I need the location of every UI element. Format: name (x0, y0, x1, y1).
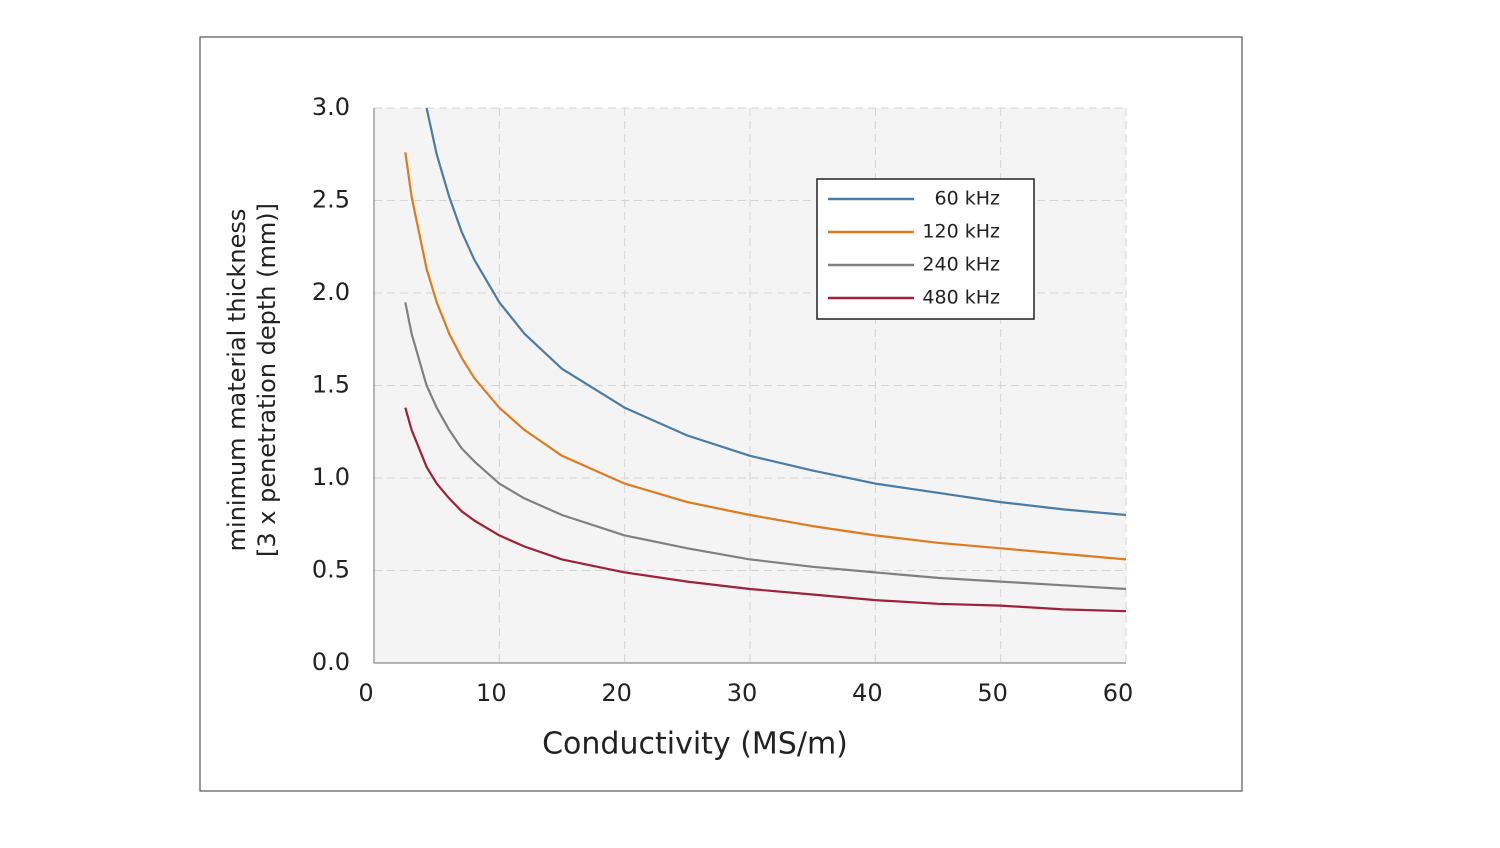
legend-label: 120 kHz (922, 221, 1000, 243)
x-tick-label: 50 (977, 679, 1008, 707)
x-tick-label: 60 (1103, 679, 1134, 707)
legend-label: 240 kHz (922, 254, 1000, 276)
y-tick-label: 1.0 (312, 463, 350, 491)
legend-label: 60 kHz (935, 188, 1001, 210)
y-tick-label: 3.0 (312, 93, 350, 121)
legend-label: 480 kHz (922, 287, 1000, 309)
y-tick-label: 1.5 (312, 371, 350, 399)
x-tick-label: 10 (476, 679, 507, 707)
y-tick-label: 2.0 (312, 278, 350, 306)
x-tick-label: 40 (852, 679, 883, 707)
series-line (404, 152, 1127, 561)
series-line (404, 302, 1127, 591)
y-axis-label: minimum material thickness (223, 209, 251, 552)
x-tick-label: 20 (601, 679, 632, 707)
legend (816, 178, 1035, 320)
series-line (404, 407, 1127, 613)
x-tick-label: 0 (358, 679, 373, 707)
y-tick-label: 2.5 (312, 186, 350, 214)
y-axis-label: [3 x penetration depth (mm)] (253, 203, 281, 557)
y-tick-label: 0.0 (312, 648, 350, 676)
x-axis-label: Conductivity (MS/m) (542, 727, 848, 762)
series-line (425, 107, 1127, 517)
x-tick-label: 30 (727, 679, 758, 707)
y-tick-label: 0.5 (312, 556, 350, 584)
